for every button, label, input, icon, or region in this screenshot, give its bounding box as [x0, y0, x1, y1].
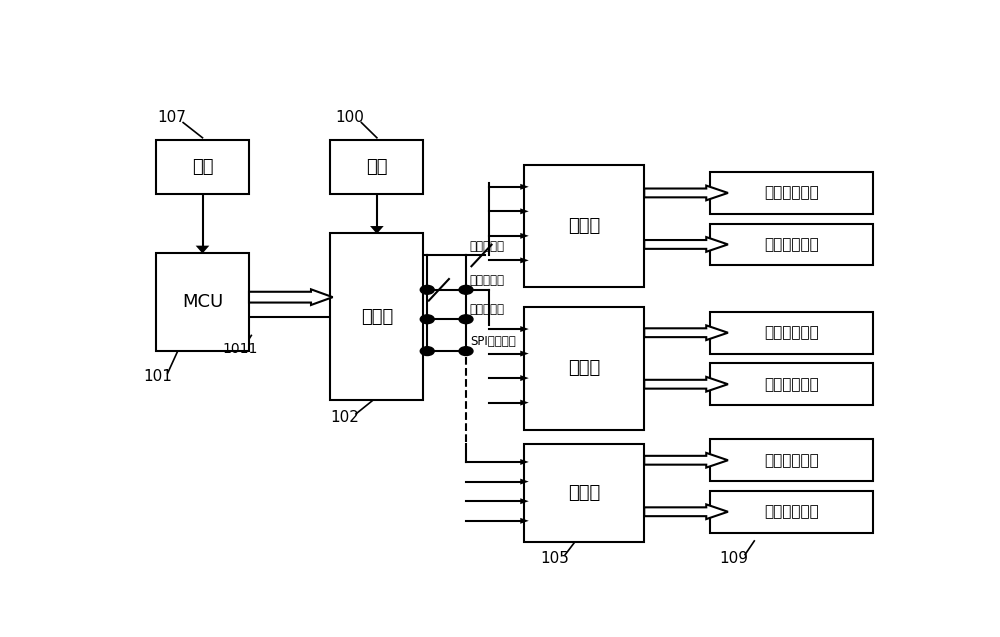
Polygon shape — [520, 478, 529, 485]
Circle shape — [459, 315, 473, 324]
Text: 主机: 主机 — [192, 158, 213, 176]
Polygon shape — [644, 453, 728, 468]
Text: 101: 101 — [143, 369, 172, 384]
Text: 液晶显示模组: 液晶显示模组 — [764, 237, 819, 252]
Text: SPI信号总线: SPI信号总线 — [470, 335, 516, 348]
Polygon shape — [520, 498, 529, 504]
Polygon shape — [520, 459, 529, 465]
Polygon shape — [520, 350, 529, 357]
FancyBboxPatch shape — [156, 140, 249, 194]
Text: 控制板: 控制板 — [568, 484, 600, 503]
FancyBboxPatch shape — [524, 445, 644, 543]
Text: 液晶显示模组: 液晶显示模组 — [764, 453, 819, 468]
FancyBboxPatch shape — [330, 233, 423, 400]
Text: 液晶显示模组: 液晶显示模组 — [764, 326, 819, 340]
Text: 液晶显示模组: 液晶显示模组 — [764, 376, 819, 392]
FancyBboxPatch shape — [710, 363, 873, 405]
Text: MCU: MCU — [182, 293, 223, 311]
Polygon shape — [644, 505, 728, 519]
Text: 复位信号线: 复位信号线 — [470, 274, 505, 287]
Polygon shape — [520, 518, 529, 524]
Text: 100: 100 — [335, 110, 364, 125]
Polygon shape — [520, 326, 529, 332]
Polygon shape — [644, 377, 728, 392]
Polygon shape — [249, 289, 333, 305]
Polygon shape — [520, 257, 529, 263]
Polygon shape — [520, 184, 529, 190]
FancyBboxPatch shape — [524, 307, 644, 429]
Text: 时鈕信号线: 时鈕信号线 — [470, 240, 505, 252]
Text: 液晶显示模组: 液晶显示模组 — [764, 505, 819, 519]
Circle shape — [459, 347, 473, 355]
FancyBboxPatch shape — [710, 224, 873, 265]
Text: 液晶显示模组: 液晶显示模组 — [764, 185, 819, 201]
Polygon shape — [370, 226, 384, 234]
FancyBboxPatch shape — [330, 140, 423, 194]
Circle shape — [420, 315, 434, 324]
Text: 控制板: 控制板 — [568, 217, 600, 235]
Text: 109: 109 — [720, 550, 749, 566]
Polygon shape — [520, 399, 529, 406]
Text: 控制板: 控制板 — [568, 359, 600, 377]
Polygon shape — [644, 237, 728, 252]
Text: 102: 102 — [331, 410, 360, 426]
FancyBboxPatch shape — [524, 165, 644, 287]
Text: 1011: 1011 — [222, 342, 257, 356]
Text: 使能信号线: 使能信号线 — [470, 303, 505, 317]
Polygon shape — [520, 208, 529, 214]
FancyBboxPatch shape — [710, 491, 873, 533]
Text: 分配器: 分配器 — [361, 308, 393, 326]
Circle shape — [420, 347, 434, 355]
FancyBboxPatch shape — [156, 253, 249, 351]
FancyBboxPatch shape — [710, 312, 873, 354]
Polygon shape — [644, 326, 728, 340]
Polygon shape — [520, 375, 529, 381]
Polygon shape — [196, 246, 209, 254]
Text: 105: 105 — [540, 550, 569, 566]
Circle shape — [459, 285, 473, 294]
FancyBboxPatch shape — [710, 172, 873, 214]
Text: 107: 107 — [157, 110, 186, 125]
Text: 晶振: 晶振 — [366, 158, 388, 176]
FancyBboxPatch shape — [710, 440, 873, 481]
Circle shape — [420, 285, 434, 294]
Polygon shape — [644, 185, 728, 200]
Polygon shape — [520, 233, 529, 239]
